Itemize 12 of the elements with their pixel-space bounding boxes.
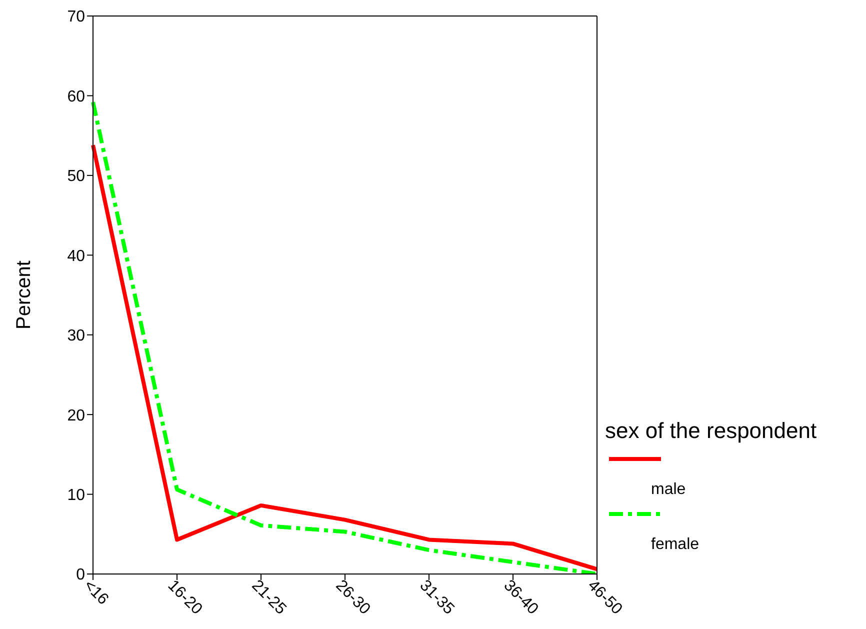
text: male [651, 481, 687, 499]
y-axis-title: Percent [13, 260, 36, 330]
y-tick-label: 70 [67, 8, 86, 26]
legend-title: sex of the respondent [605, 418, 818, 444]
text: female [651, 536, 700, 554]
y-tick-label: 30 [67, 328, 86, 345]
y-tick-label: 40 [67, 248, 86, 265]
y-tick-label: 50 [67, 168, 86, 186]
y-tick-label: 60 [67, 88, 86, 106]
y-tick-label: 0 [76, 566, 86, 584]
y-tick-label: 20 [67, 407, 86, 424]
y-tick-label: 10 [67, 486, 86, 504]
